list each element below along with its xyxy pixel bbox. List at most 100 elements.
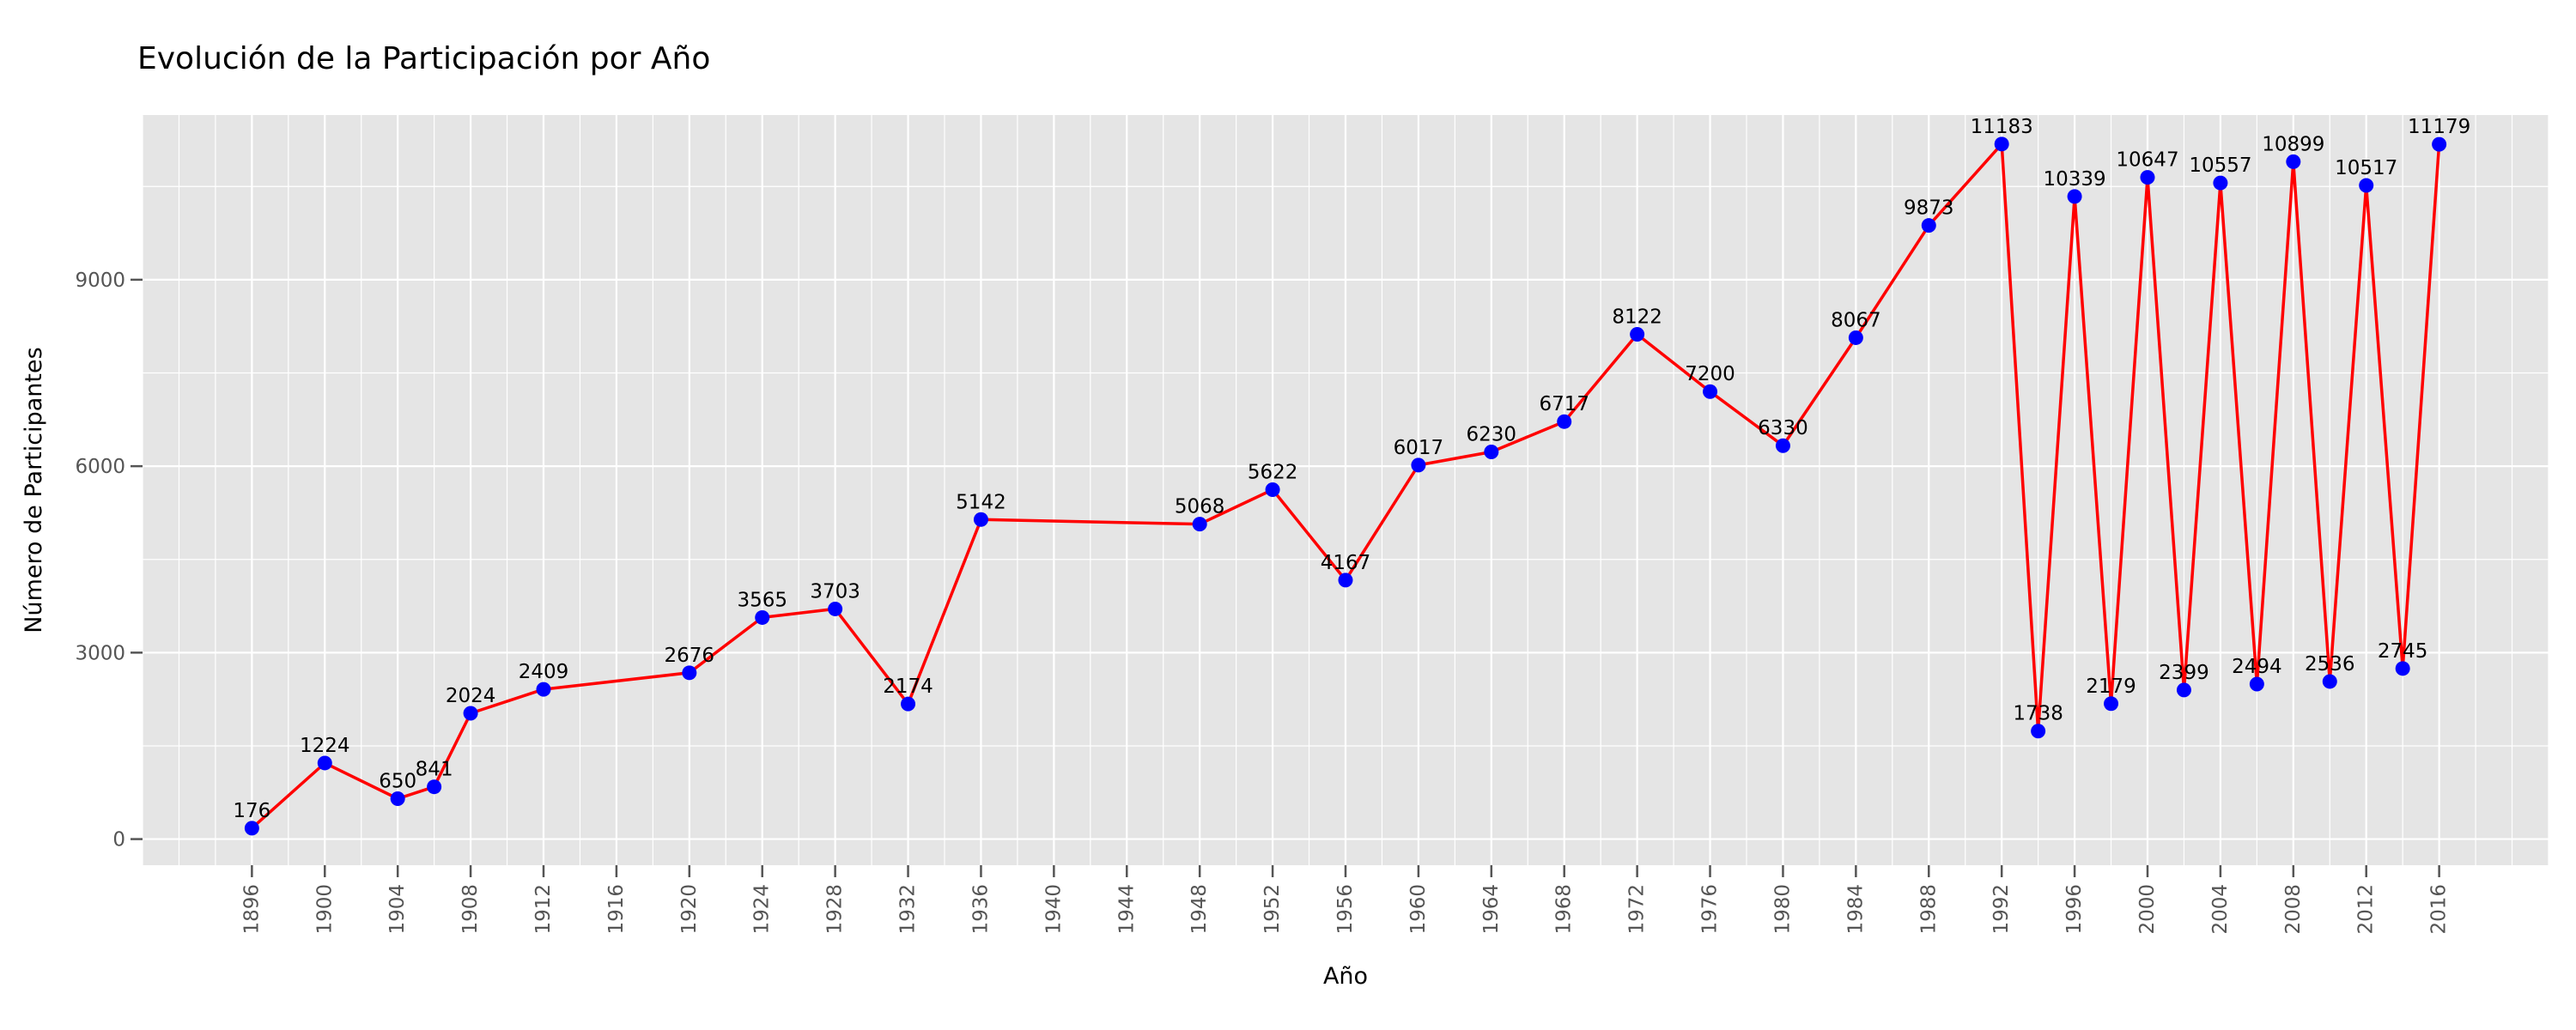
x-tick-label: 2004 xyxy=(2209,884,2232,935)
value-label: 6330 xyxy=(1758,417,1808,439)
x-tick-label: 1932 xyxy=(897,884,920,935)
data-point xyxy=(1338,573,1353,588)
data-point xyxy=(1265,482,1280,497)
data-point xyxy=(2432,136,2447,152)
x-tick-label: 1964 xyxy=(1480,884,1503,935)
value-label: 3703 xyxy=(810,580,860,603)
data-point xyxy=(1921,218,1936,233)
value-label: 11183 xyxy=(1971,116,2033,138)
data-point xyxy=(1411,457,1426,473)
value-label: 5622 xyxy=(1248,461,1298,483)
data-point xyxy=(2395,661,2410,676)
value-label: 8067 xyxy=(1831,309,1881,331)
y-tick-label: 0 xyxy=(112,829,125,851)
data-point xyxy=(2140,170,2155,185)
value-label: 6230 xyxy=(1467,423,1517,445)
data-point xyxy=(390,791,405,807)
data-point xyxy=(2249,676,2264,692)
data-point xyxy=(1630,326,1645,342)
data-point xyxy=(1848,330,1863,345)
y-tick-label: 3000 xyxy=(75,642,125,664)
data-point xyxy=(1994,136,2009,152)
data-point xyxy=(2104,696,2119,712)
x-tick-label: 1960 xyxy=(1407,884,1430,935)
y-axis-label: Número de Participantes xyxy=(21,347,47,633)
value-label: 10557 xyxy=(2189,154,2251,177)
data-point xyxy=(1484,444,1499,459)
value-label: 8122 xyxy=(1612,306,1662,328)
data-point xyxy=(2213,175,2228,191)
x-tick-label: 2012 xyxy=(2355,884,2378,935)
data-point xyxy=(463,706,478,721)
x-tick-label: 1916 xyxy=(605,884,628,935)
x-tick-label: 1920 xyxy=(678,884,701,935)
value-label: 176 xyxy=(233,800,270,822)
x-tick-label: 1904 xyxy=(386,884,409,935)
value-label: 11179 xyxy=(2408,116,2470,138)
value-label: 10647 xyxy=(2116,149,2178,172)
value-label: 10517 xyxy=(2335,157,2397,179)
data-point xyxy=(1557,414,1572,429)
value-label: 6017 xyxy=(1394,437,1444,459)
data-point xyxy=(317,755,332,771)
x-tick-label: 1912 xyxy=(532,884,555,935)
value-label: 6717 xyxy=(1539,393,1589,415)
tick-labels: 1896 1900 1904 1908 1912 1916 1920 1924 1928 1932… xyxy=(75,270,2450,935)
data-series xyxy=(244,136,2447,836)
data-point xyxy=(901,696,916,712)
x-tick-label: 1988 xyxy=(1917,884,1940,935)
value-label: 2399 xyxy=(2159,662,2209,684)
value-label: 10339 xyxy=(2044,168,2106,191)
x-tick-label: 1996 xyxy=(2063,884,2086,935)
major-gridlines xyxy=(143,115,2549,865)
chart-title: Evolución de la Participación por Año xyxy=(137,41,710,76)
data-point xyxy=(828,601,843,616)
data-point xyxy=(536,682,551,697)
value-label: 2024 xyxy=(446,685,496,707)
x-tick-label: 1900 xyxy=(313,884,336,935)
data-point xyxy=(2286,154,2301,169)
value-label: 10899 xyxy=(2262,133,2324,155)
data-point xyxy=(682,665,697,681)
x-tick-label: 1944 xyxy=(1115,884,1138,935)
x-tick-label: 1908 xyxy=(459,884,482,935)
value-label: 2676 xyxy=(665,645,715,667)
data-point xyxy=(1192,517,1207,532)
value-label: 2174 xyxy=(883,676,933,698)
tick-marks xyxy=(131,278,2440,877)
value-label: 2494 xyxy=(2232,656,2282,678)
value-label: 2409 xyxy=(519,661,569,683)
value-label: 5068 xyxy=(1175,496,1225,518)
data-point xyxy=(427,779,442,795)
data-point xyxy=(2176,682,2191,698)
value-label: 650 xyxy=(379,771,416,793)
value-label: 2536 xyxy=(2305,653,2355,676)
data-point xyxy=(2322,674,2337,689)
value-label: 5142 xyxy=(956,491,1006,513)
x-tick-label: 1984 xyxy=(1844,884,1867,935)
x-tick-label: 2016 xyxy=(2428,884,2451,935)
x-tick-label: 1936 xyxy=(969,884,992,935)
x-tick-label: 2000 xyxy=(2136,884,2159,935)
value-label: 4167 xyxy=(1321,552,1371,574)
x-tick-label: 1972 xyxy=(1626,884,1649,935)
value-label: 841 xyxy=(416,759,453,781)
value-label: 9873 xyxy=(1904,197,1954,220)
x-axis-label: Año xyxy=(1323,963,1368,990)
x-tick-label: 1940 xyxy=(1042,884,1065,935)
y-tick-label: 9000 xyxy=(75,270,125,292)
x-tick-label: 1948 xyxy=(1188,884,1211,935)
data-point xyxy=(2359,178,2374,193)
data-point xyxy=(1703,384,1718,399)
x-tick-label: 1976 xyxy=(1699,884,1722,935)
data-point xyxy=(2067,189,2082,204)
y-tick-label: 6000 xyxy=(75,456,125,478)
value-label: 2745 xyxy=(2378,640,2428,663)
data-point xyxy=(755,609,770,625)
value-label: 2179 xyxy=(2086,676,2136,698)
x-tick-label: 1956 xyxy=(1334,884,1357,935)
x-tick-label: 1992 xyxy=(1990,884,2013,935)
